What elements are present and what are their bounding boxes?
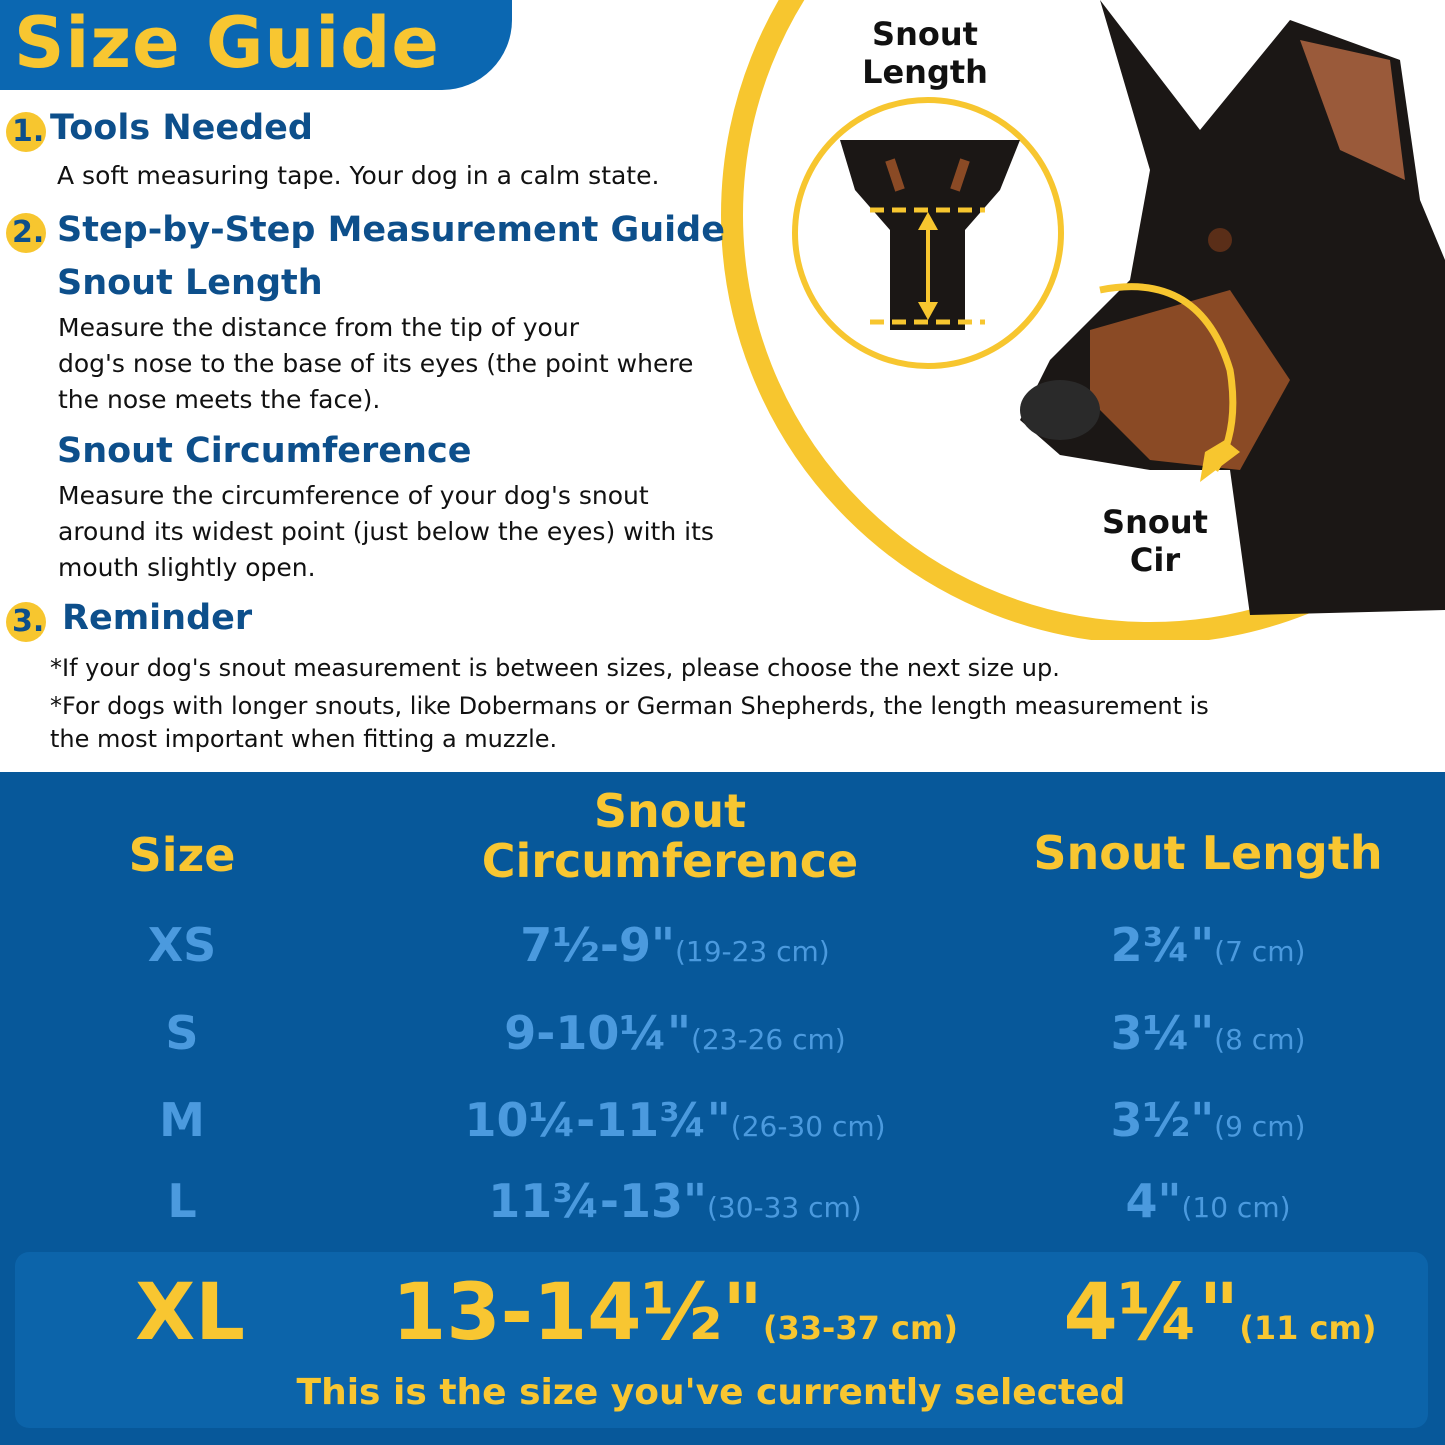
len-inches: 4¼"	[1063, 1268, 1240, 1358]
row-size: M	[159, 1093, 205, 1147]
row-size: S	[165, 1006, 199, 1060]
circ-inches: 11¾-13"	[488, 1174, 707, 1228]
label-line: Snout	[1102, 503, 1208, 541]
subheading-snout-length: Snout Length	[57, 263, 323, 303]
len-inches: 4"	[1125, 1174, 1182, 1228]
header-length: Snout Length	[1033, 826, 1383, 880]
dog-illustration	[721, 0, 1445, 640]
snout-length-text: Measure the distance from the tip of you…	[58, 310, 693, 418]
reminder-text: *For dogs with longer snouts, like Dober…	[50, 690, 1209, 756]
step-number-badge: 1.	[6, 112, 46, 152]
row-circumference: 10¼-11¾"(26-30 cm)	[370, 1093, 980, 1147]
arrow-head-icon	[1200, 440, 1240, 482]
selected-circumference: 13-14½"(33-37 cm)	[370, 1268, 980, 1358]
step-number-badge: 2.	[6, 213, 46, 253]
label-line: Snout	[872, 15, 978, 53]
text-line: Measure the distance from the tip of you…	[58, 313, 579, 342]
circ-inches: 10¼-11¾"	[464, 1093, 731, 1147]
circ-cm: (33-37 cm)	[762, 1309, 958, 1347]
text-line: dog's nose to the base of its eyes (the …	[58, 349, 694, 378]
snout-cir-label: Snout Cir	[1085, 503, 1225, 579]
circ-cm: (23-26 cm)	[690, 1023, 846, 1056]
circ-cm: (26-30 cm)	[730, 1110, 886, 1143]
text-line: Measure the circumference of your dog's …	[58, 481, 649, 510]
len-inches: 3¼"	[1110, 1006, 1215, 1060]
selected-size-row[interactable]	[15, 1252, 1428, 1428]
section-heading-tools: Tools Needed	[50, 108, 313, 148]
label-line: Length	[862, 53, 988, 91]
subheading-snout-circumference: Snout Circumference	[57, 431, 472, 471]
snout-length-inset	[792, 97, 1064, 369]
row-length: 4"(10 cm)	[1008, 1174, 1408, 1228]
circ-cm: (19-23 cm)	[674, 935, 830, 968]
len-cm: (9 cm)	[1214, 1110, 1306, 1143]
selected-size-note: This is the size you've currently select…	[296, 1372, 1126, 1413]
row-size: XS	[147, 918, 217, 972]
text-line: around its widest point (just below the …	[58, 517, 714, 546]
circ-inches: 13-14½"	[392, 1268, 763, 1358]
len-cm: (7 cm)	[1214, 935, 1306, 968]
row-size: L	[167, 1174, 197, 1228]
text-line: the nose meets the face).	[58, 385, 381, 414]
len-cm: (10 cm)	[1181, 1191, 1291, 1224]
circumference-arrow	[1099, 283, 1237, 472]
selected-size: XL	[135, 1268, 245, 1358]
header-line: Snout	[593, 784, 747, 838]
label-line: Cir	[1129, 541, 1181, 579]
reminder-line: *If your dog's snout measurement is betw…	[50, 654, 1060, 682]
row-circumference: 9-10¼"(23-26 cm)	[370, 1006, 980, 1060]
row-circumference: 11¾-13"(30-33 cm)	[370, 1174, 980, 1228]
title-banner	[0, 0, 512, 90]
len-inches: 2¾"	[1110, 918, 1215, 972]
circ-inches: 7½-9"	[520, 918, 675, 972]
len-cm: (11 cm)	[1239, 1309, 1377, 1347]
len-cm: (8 cm)	[1214, 1023, 1306, 1056]
text-line: the most important when fitting a muzzle…	[50, 725, 558, 753]
selected-length: 4¼"(11 cm)	[1040, 1268, 1400, 1358]
header-size: Size	[128, 828, 236, 882]
dog-head-image	[1020, 0, 1445, 615]
row-length: 3¼"(8 cm)	[1008, 1006, 1408, 1060]
text-line: *For dogs with longer snouts, like Dober…	[50, 692, 1209, 720]
header-line: Circumference	[481, 834, 859, 888]
section-heading-reminder: Reminder	[62, 598, 253, 638]
section-heading-steps: Step-by-Step Measurement Guide	[57, 210, 725, 250]
row-length: 3½"(9 cm)	[1008, 1093, 1408, 1147]
row-length: 2¾"(7 cm)	[1008, 918, 1408, 972]
text-line: mouth slightly open.	[58, 553, 316, 582]
row-circumference: 7½-9"(19-23 cm)	[370, 918, 980, 972]
step-number-badge: 3.	[6, 602, 46, 642]
tools-text: A soft measuring tape. Your dog in a cal…	[57, 161, 660, 190]
len-inches: 3½"	[1110, 1093, 1215, 1147]
snout-circumference-text: Measure the circumference of your dog's …	[58, 478, 714, 586]
circ-inches: 9-10¼"	[504, 1006, 691, 1060]
snout-length-label: Snout Length	[840, 15, 1010, 91]
header-circumference: Snout Circumference	[420, 786, 920, 886]
circ-cm: (30-33 cm)	[706, 1191, 862, 1224]
page-title: Size Guide	[14, 2, 440, 84]
